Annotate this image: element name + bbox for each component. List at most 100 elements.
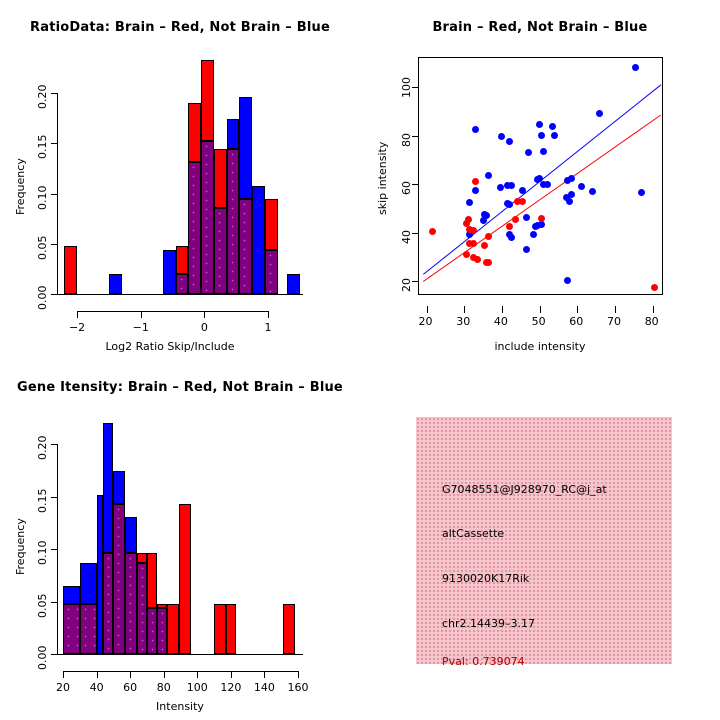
panel-scatter: Brain – Red, Not Brain – Blue skip inten… <box>360 0 720 360</box>
hist-bar-red <box>157 603 168 608</box>
hist-yticklabel: 0.00 <box>36 285 49 311</box>
scatter-point-blue <box>596 110 604 118</box>
scatter-point-blue <box>568 190 576 198</box>
scatter-xticklabel: 40 <box>493 315 508 328</box>
hist-xtick <box>230 671 232 678</box>
hist-yticklabel: 0.20 <box>36 435 49 461</box>
scatter-point-blue <box>566 197 574 205</box>
hist-yticklabel: 0.05 <box>36 593 49 618</box>
scatter-point-red <box>511 216 519 223</box>
scatter-point-blue <box>568 174 576 182</box>
scatter-point-blue <box>564 177 572 185</box>
hist-xticklabel: 40 <box>89 681 104 694</box>
hist-bar-blue <box>239 97 253 199</box>
scatter-point-blue <box>466 199 474 206</box>
hist-bar-overlap <box>125 553 137 654</box>
hist-ytick <box>51 601 58 603</box>
scatter-yticklabel: 20 <box>400 278 413 293</box>
hist-xticklabel: 160 <box>287 681 309 694</box>
scatter-point-red <box>513 197 521 205</box>
scatter-point-blue <box>530 230 538 238</box>
hist-bar-red <box>213 149 227 208</box>
scatter-point-red <box>481 241 489 249</box>
hist-xtick <box>297 671 299 678</box>
scatter-point-red <box>485 233 493 240</box>
hist-xtick <box>268 311 269 318</box>
scatter-point-blue <box>522 246 530 254</box>
hist-baseline <box>58 294 303 295</box>
scatter-point-blue <box>549 122 557 130</box>
scatter-xticklabel: 50 <box>531 315 546 328</box>
hist-ytick <box>51 496 58 498</box>
scatter-point-red <box>466 225 474 233</box>
hist-xticklabel: 0 <box>200 321 208 334</box>
info-line-event_type: altCassette <box>442 527 505 540</box>
scatter-ytick <box>412 184 419 186</box>
scatter-point-blue <box>507 234 515 242</box>
hist-bar-blue <box>252 185 265 294</box>
scatter-point-blue <box>472 186 480 194</box>
scatter-ytick <box>412 87 419 89</box>
gene-hist-xlabel: Intensity <box>156 700 204 713</box>
scatter-xticklabel: 30 <box>456 315 471 328</box>
scatter-point-blue <box>536 121 544 129</box>
hist-bar-overlap <box>201 141 214 294</box>
scatter-point-blue <box>472 126 480 134</box>
info-line-locus: chr2.14439–3.17 <box>442 617 536 630</box>
scatter-point-blue <box>505 201 513 209</box>
hist-ytick <box>51 243 58 245</box>
hist-ytick <box>51 193 58 195</box>
hist-bar-red <box>64 245 78 294</box>
scatter-ytick <box>412 232 419 234</box>
scatter-xticklabel: 60 <box>569 315 584 328</box>
hist-bar-overlap <box>136 562 147 654</box>
scatter-xticklabel: 20 <box>418 315 433 328</box>
scatter-point-red <box>538 214 545 222</box>
scatter-point-blue <box>498 133 506 141</box>
scatter-point-red <box>472 178 480 186</box>
scatter-xtick <box>652 306 654 313</box>
panel-info: G7048551@J928970_RC@j_at altCassette 91300… <box>360 360 720 720</box>
scatter-point-blue <box>564 276 572 284</box>
hist-xtick <box>204 311 206 318</box>
hist-bar-blue <box>287 273 300 294</box>
hist-yticklabel: 0.20 <box>36 84 49 110</box>
hist-xticklabel: −1 <box>132 321 149 334</box>
ratio-hist-plot-area <box>51 58 303 318</box>
hist-xticklabel: 20 <box>56 681 71 694</box>
scatter-yticklabel: 80 <box>400 132 413 147</box>
hist-bar-red <box>167 603 179 654</box>
scatter-plot-area <box>412 57 663 313</box>
hist-bar-overlap <box>226 149 240 294</box>
scatter-point-blue <box>543 180 551 188</box>
hist-yaxis <box>57 444 58 654</box>
hist-bar-blue <box>63 585 80 604</box>
scatter-xtick <box>615 306 616 313</box>
scatter-yticklabel: 40 <box>400 229 413 244</box>
scatter-point-red <box>470 240 478 248</box>
hist-xaxis <box>77 311 268 312</box>
scatter-xlabel: include intensity <box>494 340 586 353</box>
scatter-point-blue <box>524 149 532 157</box>
scatter-point-blue <box>466 230 474 238</box>
hist-xticklabel: 1 <box>264 321 272 334</box>
scatter-point-red <box>470 226 478 234</box>
scatter-xtick <box>539 306 541 313</box>
hist-ytick <box>51 444 58 446</box>
scatter-point-blue <box>539 180 547 188</box>
hist-xticklabel: 120 <box>220 681 242 694</box>
scatter-point-blue <box>505 138 513 146</box>
scatter-point-red <box>519 197 527 205</box>
scatter-xtick <box>577 306 579 313</box>
scatter-point-blue <box>507 182 515 189</box>
scatter-ytick <box>412 135 419 137</box>
hist-bar-red <box>225 603 236 654</box>
hist-bar-red <box>214 603 226 654</box>
hist-yticklabel: 0.15 <box>36 134 49 160</box>
hist-bar-red <box>188 103 202 163</box>
scatter-point-blue <box>536 174 544 182</box>
hist-ytick <box>51 143 58 145</box>
hist-bar-overlap <box>264 249 278 294</box>
hist-bar-blue <box>108 273 122 294</box>
